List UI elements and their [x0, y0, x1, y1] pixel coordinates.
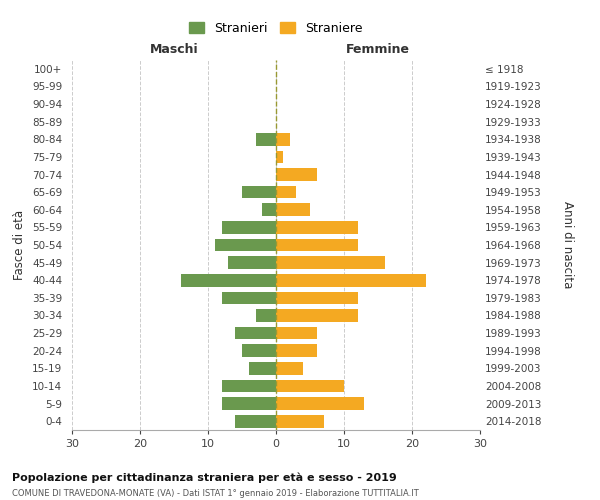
Bar — [276, 362, 303, 374]
Bar — [256, 133, 276, 145]
Bar — [215, 238, 276, 252]
Bar — [221, 397, 276, 410]
Bar — [181, 274, 276, 286]
Bar — [235, 327, 276, 340]
Bar — [221, 380, 276, 392]
Bar — [276, 238, 358, 252]
Bar — [276, 344, 317, 357]
Bar — [276, 380, 344, 392]
Bar — [276, 204, 310, 216]
Bar — [221, 221, 276, 234]
Text: Maschi: Maschi — [149, 44, 199, 57]
Y-axis label: Anni di nascita: Anni di nascita — [561, 202, 574, 288]
Bar — [276, 133, 290, 145]
Bar — [276, 327, 317, 340]
Bar — [276, 168, 317, 181]
Bar — [242, 186, 276, 198]
Bar — [262, 204, 276, 216]
Text: COMUNE DI TRAVEDONA-MONATE (VA) - Dati ISTAT 1° gennaio 2019 - Elaborazione TUTT: COMUNE DI TRAVEDONA-MONATE (VA) - Dati I… — [12, 489, 419, 498]
Text: Femmine: Femmine — [346, 44, 410, 57]
Bar — [221, 292, 276, 304]
Bar — [229, 256, 276, 269]
Bar — [276, 186, 296, 198]
Bar — [256, 309, 276, 322]
Bar — [276, 274, 425, 286]
Bar — [276, 292, 358, 304]
Y-axis label: Fasce di età: Fasce di età — [13, 210, 26, 280]
Bar — [249, 362, 276, 374]
Bar — [276, 256, 385, 269]
Bar — [276, 150, 283, 163]
Bar — [276, 397, 364, 410]
Bar — [242, 344, 276, 357]
Bar — [235, 415, 276, 428]
Bar — [276, 309, 358, 322]
Bar — [276, 221, 358, 234]
Bar — [276, 415, 323, 428]
Legend: Stranieri, Straniere: Stranieri, Straniere — [189, 22, 363, 35]
Text: Popolazione per cittadinanza straniera per età e sesso - 2019: Popolazione per cittadinanza straniera p… — [12, 472, 397, 483]
